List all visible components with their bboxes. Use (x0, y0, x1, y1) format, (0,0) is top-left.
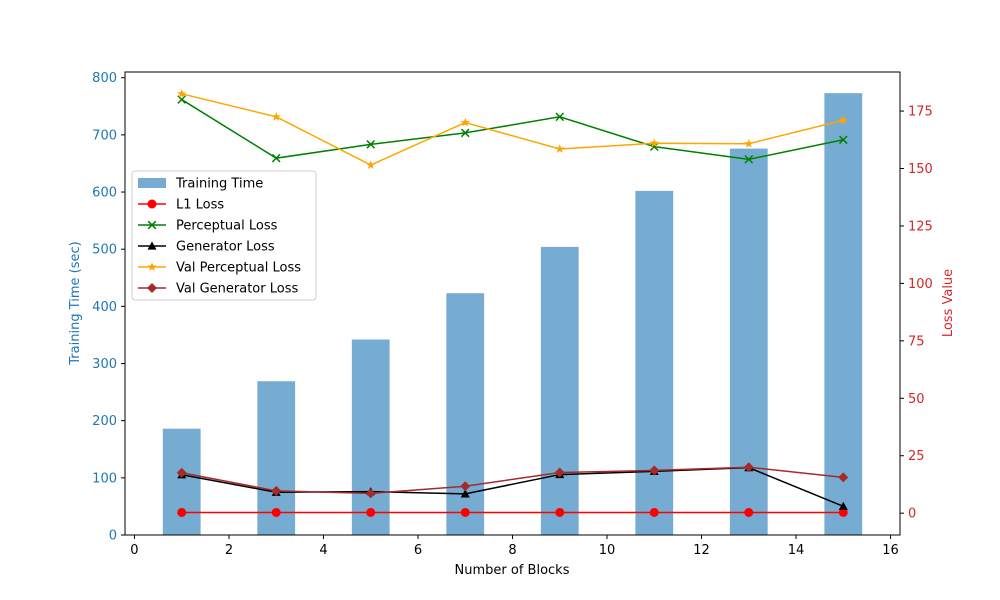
legend-label-val-generator-loss: Val Generator Loss (176, 282, 298, 297)
perceptual-loss-point (366, 140, 376, 149)
plot-frame (124, 71, 901, 536)
l1-loss-point (555, 507, 565, 517)
x-tick-label: 4 (319, 543, 327, 558)
legend: Training Time L1 Loss Perceptual Loss Gener… (131, 170, 317, 301)
legend-marker-val-perceptual-loss (147, 262, 157, 271)
bar (729, 148, 768, 535)
y-left-axis-title: Training Time (sec) (68, 241, 83, 365)
perceptual-loss-point (555, 112, 565, 122)
y-right-tick-label: 25 (908, 449, 925, 464)
val-perceptual-loss-point (177, 89, 187, 98)
perceptual-loss-point (177, 95, 187, 104)
y-right-tick-label: 125 (908, 219, 933, 234)
y-right-axis-title: Loss Value (941, 269, 956, 337)
x-tick-label: 10 (599, 543, 616, 558)
val-generator-loss-point (838, 472, 849, 483)
y-right-axis: 0 25 50 75 100 125 150 175 (900, 105, 933, 522)
lines-layer (176, 89, 849, 517)
l1-loss-point (366, 507, 376, 517)
x-tick-label: 0 (130, 543, 138, 558)
bar (540, 246, 579, 535)
y-right-tick-label: 50 (908, 392, 925, 407)
y-left-tick-label: 400 (92, 300, 117, 315)
val-generator-loss-point (649, 465, 660, 476)
val-generator-loss-point (460, 481, 471, 492)
perceptual-loss-point (838, 135, 848, 145)
y-left-tick-label: 300 (92, 357, 117, 372)
legend-label-generator-loss: Generator Loss (176, 240, 275, 255)
generator-loss-point (838, 501, 848, 510)
l1-loss-point (271, 507, 281, 517)
y-left-tick-label: 700 (92, 128, 117, 143)
y-left-axis: 0 100 200 300 400 500 600 700 800 (92, 71, 125, 544)
l1-loss-point (649, 507, 659, 517)
legend-marker-l1-loss (147, 199, 157, 209)
x-tick-label: 14 (788, 543, 805, 558)
l1-loss-point (744, 507, 754, 517)
legend-marker-perceptual-loss (147, 220, 157, 230)
y-left-tick-label: 0 (109, 529, 117, 544)
val-perceptual-loss-point (366, 160, 376, 169)
legend-label-val-perceptual-loss: Val Perceptual Loss (176, 261, 301, 276)
x-tick-label: 6 (414, 543, 422, 558)
y-left-tick-label: 500 (92, 243, 117, 258)
perceptual-loss-point (271, 153, 281, 163)
val-perceptual-loss-point (838, 115, 848, 125)
x-tick-label: 8 (508, 543, 516, 558)
y-right-tick-label: 100 (908, 277, 933, 292)
legend-swatch-training-time (138, 178, 166, 188)
bar (351, 339, 390, 535)
legend-label-perceptual-loss: Perceptual Loss (176, 219, 278, 234)
legend-marker-val-generator-loss (147, 283, 157, 293)
perceptual-loss-point (744, 154, 754, 164)
val-perceptual-loss-point (649, 138, 659, 148)
x-axis-title: Number of Blocks (455, 563, 570, 578)
x-tick-label: 2 (225, 543, 233, 558)
val-generator-loss-point (176, 467, 187, 478)
val-generator-loss-point (554, 467, 565, 478)
val-perceptual-loss-line (181, 93, 844, 166)
bars-layer (162, 93, 863, 535)
legend-label-l1-loss: L1 Loss (176, 198, 224, 213)
y-left-tick-label: 100 (92, 471, 117, 486)
val-perceptual-loss-point (271, 112, 281, 121)
y-right-tick-label: 0 (908, 507, 916, 522)
legend-frame (131, 170, 317, 301)
legend-label-training-time: Training Time (175, 177, 263, 192)
y-left-tick-label: 600 (92, 186, 117, 201)
y-right-tick-label: 175 (908, 105, 933, 120)
bar (635, 190, 674, 535)
perceptual-loss-line (181, 98, 844, 161)
perceptual-loss-point (460, 128, 470, 138)
val-perceptual-loss-point (555, 144, 565, 153)
l1-loss-point (460, 507, 470, 517)
x-tick-label: 16 (882, 543, 899, 558)
y-left-tick-label: 800 (92, 71, 117, 86)
val-perceptual-loss-point (460, 117, 470, 127)
bar (824, 93, 863, 535)
legend-entries: Training Time L1 Loss Perceptual Loss Gener… (138, 177, 301, 297)
y-right-tick-label: 75 (908, 334, 925, 349)
legend-marker-generator-loss (147, 241, 157, 250)
val-generator-loss-point (365, 488, 376, 499)
perceptual-loss-point (649, 142, 659, 152)
l1-loss-point (177, 507, 187, 517)
bar (162, 428, 201, 535)
x-axis: 0 2 4 6 8 10 12 14 16 (130, 535, 899, 558)
y-left-tick-label: 200 (92, 414, 117, 429)
val-generator-loss-point (271, 485, 282, 496)
generator-loss-point (460, 489, 470, 498)
val-perceptual-loss-point (744, 138, 754, 148)
x-tick-label: 12 (693, 543, 710, 558)
val-generator-loss-point (743, 462, 754, 473)
val-generator-loss-line (181, 466, 844, 495)
bar (446, 293, 485, 535)
y-right-tick-label: 150 (908, 162, 933, 177)
